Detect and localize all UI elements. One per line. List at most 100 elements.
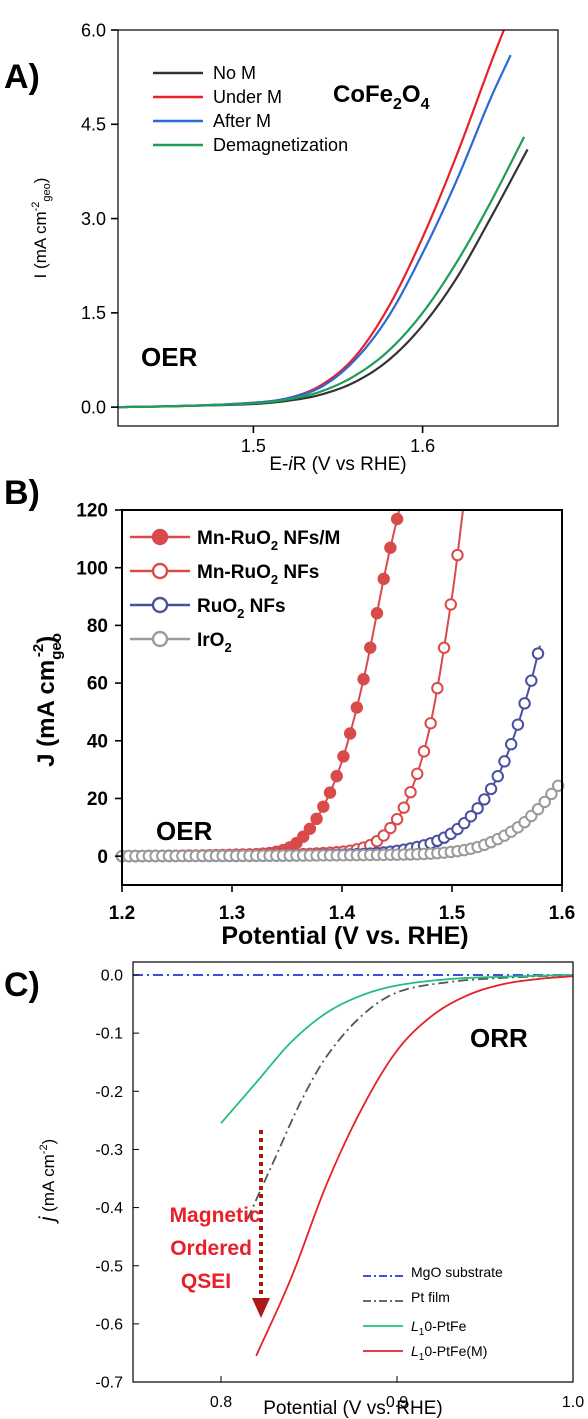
data-point-mn-ruo2-nfs-m-37 [364,641,377,654]
panel-c-label: C) [4,966,40,1004]
data-point-ruo2-nfs-53 [471,802,484,815]
data-point-mn-ruo2-nfs-m-30 [317,800,330,813]
c-ytick-label-1: -0.1 [95,1026,123,1043]
series-line-l10-ptfe-m [255,975,574,1357]
a-ylabel-close: ) [31,178,50,184]
c-xtick-label-1: 0.9 [386,1394,408,1411]
panel-c-frame [132,961,574,1383]
data-point-ruo2-nfs-57 [498,755,511,768]
panel-a-frame [117,29,559,427]
a-ytick-label-1: 1.5 [81,303,106,323]
data-point-ruo2-nfs-59 [511,718,525,731]
data-point-mn-ruo2-nfs-m-28 [303,822,317,835]
legend-label-after-m: After M [213,111,271,131]
data-point-mn-ruo2-nfs-m-31 [323,786,337,799]
b-ytick-label-6: 120 [76,501,108,522]
data-point-mn-ruo2-nfs-m-29 [310,812,323,826]
legend-label-sub-mn-ruo2-nfs-m: 2 [271,538,278,553]
a-xlabel-italic: i [288,454,293,475]
data-point-mn-ruo2-nfs-41 [390,813,404,826]
panel-a-legend: No M Under M After M Demagnetization [153,63,348,155]
legend-label-pt-film: Pt film [411,1289,450,1305]
arrow-text-line2: Ordered [170,1237,252,1260]
legend-label-rest-mgo-substrate: MgO substrate [411,1264,503,1280]
panel-a-xlabel: E-iR (V vs RHE) [269,454,406,475]
c-ytick-label-0: 0.0 [101,968,123,985]
legend-label-sub-l10-ptfe: 1 [419,1327,425,1338]
compound-mid: O [402,81,421,108]
a-xlabel-suffix: R (V vs RHE) [293,454,407,475]
c-ylabel-rest: (mA cm [39,1154,58,1216]
panel-a-label: A) [4,58,40,96]
legend-swatch-marker-mn-ruo2-nfs [151,562,169,580]
legend-label-part-mn-ruo2-nfs: Mn-RuO [197,562,271,583]
legend-label-mgo-substrate: MgO substrate [411,1264,503,1280]
a-ylabel-unit: (mA cm [31,211,50,269]
b-ylabel-main: J (mA cm [33,660,60,767]
c-ytick-label-5: -0.5 [95,1258,123,1275]
c-ylabel-sup: -2 [38,1144,50,1154]
legend-label-sub-mn-ruo2-nfs: 2 [271,572,278,587]
data-point-mn-ruo2-nfs-m-35 [350,701,364,714]
panel-c-arrow [252,1130,270,1318]
panel-b: B) 1.2 1.3 1.4 1.5 1.6 0 20 40 60 80 100 120 Mn-RuO… [4,474,575,950]
a-xlabel-prefix: E- [269,454,288,475]
c-ytick-label-4: -0.4 [95,1200,123,1217]
legend-label-no-m: No M [213,63,256,83]
data-point-mn-ruo2-nfs-50 [451,548,464,562]
b-ylabel-sup: -2 [30,644,47,657]
series-line-l10-ptfe [220,974,574,1124]
b-ytick-label-5: 100 [76,558,108,579]
b-ytick-label-1: 20 [87,789,108,810]
panel-b-xlabel: Potential (V vs. RHE) [221,922,468,950]
arrow-text-line1: Magnetic [170,1204,261,1227]
data-point-ruo2-nfs-60 [518,697,531,710]
c-ytick-label-2: -0.2 [95,1084,123,1101]
legend-label-sub-ruo2-nfs: 2 [237,606,244,621]
panel-c-orr-annotation: ORR [470,1023,528,1053]
c-xtick-label-0: 0.8 [210,1394,232,1411]
data-point-mn-ruo2-nfs-42 [397,801,411,814]
legend-label-part-iro2: IrO [197,630,224,651]
b-ylabel-close: ) [33,636,60,644]
b-xtick-label-0: 1.2 [109,903,135,924]
legend-label-l10-ptfe-m: L10-PtFe(M) [411,1343,487,1363]
panel-a: A) 1.5 1.6 0.0 1.5 3.0 4.5 6.0 No M Under M Afte… [4,20,559,475]
b-ytick-label-2: 40 [87,731,108,752]
panel-c-arrow-text: Magnetic Ordered QSEI [170,1204,267,1293]
panel-a-compound: CoFe2O4 [333,81,430,113]
data-point-mn-ruo2-nfs-44 [411,767,424,780]
legend-label-mn-ruo2-nfs: Mn-RuO2 NFs [197,562,319,587]
series-line-demagnetization [117,136,526,409]
a-ytick-label-2: 3.0 [81,209,106,229]
legend-label-rest-pt-film: Pt film [411,1289,450,1305]
a-xtick-label-1: 1.6 [410,436,435,456]
b-ylabel-sub: geo [48,633,65,660]
data-point-ruo2-nfs-61 [525,674,538,687]
legend-label-rest-mn-ruo2-nfs: NFs [278,562,319,583]
c-ytick-label-7: -0.7 [95,1375,123,1392]
data-point-iro2-65 [551,779,565,792]
data-point-mn-ruo2-nfs-m-41 [390,512,404,526]
legend-label-sub-l10-ptfe-m: 1 [419,1352,425,1363]
legend-label-demagnetization: Demagnetization [213,135,348,155]
data-point-ruo2-nfs-62 [531,647,545,660]
legend-label-l10-ptfe: L10-PtFe [411,1318,467,1338]
a-xtick-label-0: 1.5 [241,436,266,456]
legend-label-rest-ruo2-nfs: NFs [244,596,285,617]
b-ytick-label-0: 0 [97,847,108,868]
legend-label-rest-l10-ptfe-m: 0-PtFe(M) [424,1343,487,1359]
data-point-mn-ruo2-nfs-m-32 [330,769,343,783]
panel-a-plot [117,29,529,409]
b-xtick-label-2: 1.4 [329,903,356,924]
data-point-mn-ruo2-nfs-49 [444,598,457,611]
magnetic-arrow-head [252,1298,270,1318]
panel-c-ticks: 0.8 0.9 1.0 0.0 -0.1 -0.2 -0.3 -0.4 -0.5 -0.6 -0.7 [95,968,584,1411]
legend-label-sub-iro2: 2 [224,640,231,655]
legend-swatch-marker-iro2 [151,630,169,648]
data-point-ruo2-nfs-52 [464,810,478,823]
legend-label-rest-mn-ruo2-nfs-m: NFs/M [278,528,340,549]
data-point-mn-ruo2-nfs-m-38 [370,607,384,620]
data-point-ruo2-nfs-54 [478,793,491,806]
panel-c-legend: MgO substrate Pt film L10-PtFe L10-PtFe(M) [363,1264,503,1363]
